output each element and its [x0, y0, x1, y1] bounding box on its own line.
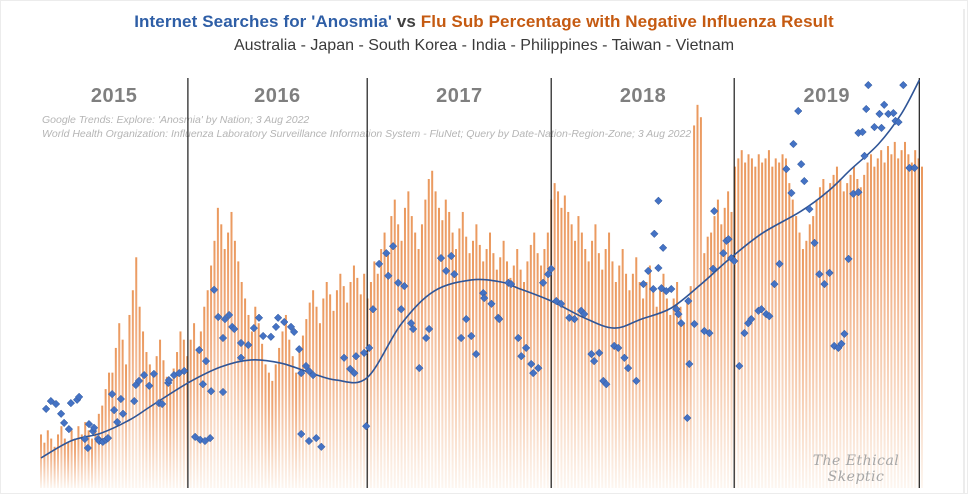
flu-bars-series [40, 104, 923, 489]
subtitle-countries: Australia - Japan - South Korea - India … [233, 37, 735, 54]
anosmia-scatter-series [41, 80, 919, 453]
watermark-ethical-skeptic: The Ethical Skeptic [812, 453, 900, 485]
title-searches-part: Internet Searches for 'Anosmia' [134, 12, 392, 31]
year-label-2016: 2016 [254, 85, 301, 107]
source-note-who-flunet: World Health Organization: Influenza Lab… [42, 128, 692, 140]
year-label-2015: 2015 [90, 85, 138, 107]
source-note-google-trends: Google Trends: Explore: 'Anosmia' by Nat… [42, 114, 310, 126]
title-vs-part: vs [392, 12, 421, 31]
year-divider-lines [187, 78, 920, 488]
title-flu-part: Flu Sub Percentage with Negative Influen… [420, 12, 834, 31]
trend-line [40, 79, 921, 459]
year-label-2018: 2018 [619, 85, 667, 107]
year-label-2019: 2019 [803, 85, 850, 107]
page-title: Internet Searches for 'Anosmia' vs Flu S… [1, 12, 967, 32]
year-label-2017: 2017 [436, 85, 483, 107]
